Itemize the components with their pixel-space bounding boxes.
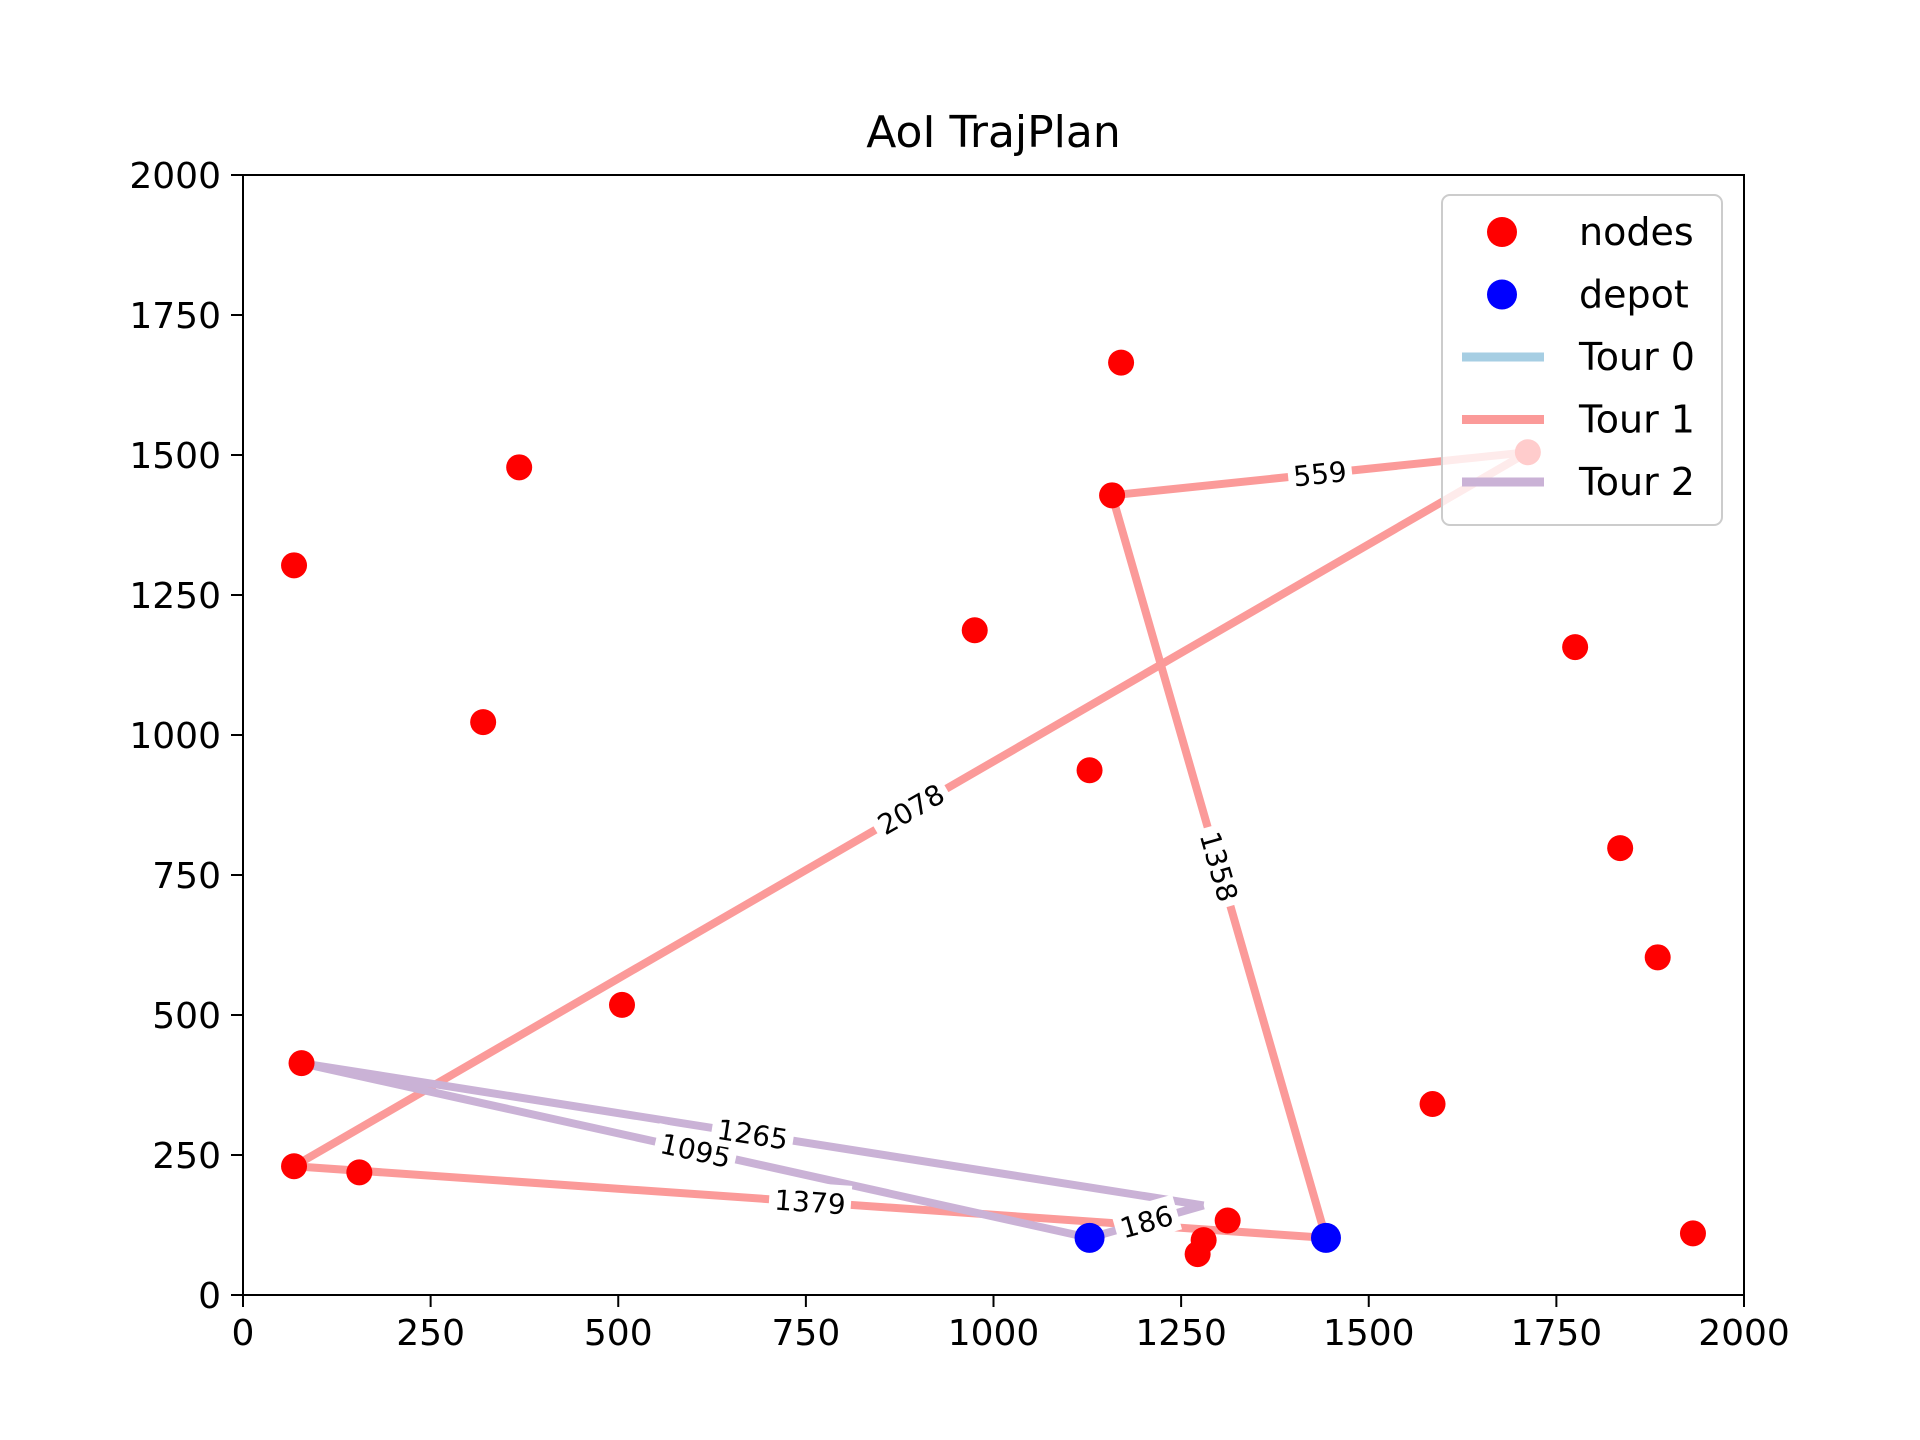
node-point-18 xyxy=(1184,1241,1211,1268)
legend-label-1: depot xyxy=(1579,273,1689,317)
legend: nodes depot Tour 0 Tour 1 Tour 2 xyxy=(1441,194,1723,526)
tour-lines xyxy=(292,448,1530,1242)
node-point-0 xyxy=(1108,349,1135,376)
y-tick-label: 0 xyxy=(198,1276,221,1317)
edge-label-text: 1358 xyxy=(1193,828,1244,906)
x-tick-label: 500 xyxy=(584,1313,653,1354)
edge-label-1-2: 186 xyxy=(1110,1194,1183,1247)
legend-box xyxy=(1441,194,1723,526)
edge-label-0-1: 559 xyxy=(1286,451,1354,494)
x-tick-label: 1750 xyxy=(1511,1313,1603,1354)
node-point-16 xyxy=(1214,1207,1241,1234)
y-tick-label: 1750 xyxy=(129,296,221,337)
legend-label-4: Tour 2 xyxy=(1578,460,1695,504)
y-tick-label: 2000 xyxy=(129,156,221,197)
node-point-5 xyxy=(961,617,988,644)
edge-label-bg xyxy=(1110,1194,1183,1247)
legend-marker-0 xyxy=(1487,217,1517,247)
x-tick-label: 1500 xyxy=(1323,1313,1415,1354)
x-axis-ticks: 0 250 500 750 1000 1250 1500 1750 2000 xyxy=(232,1295,1790,1354)
edge-label-text: 559 xyxy=(1292,455,1349,493)
node-point-6 xyxy=(1562,634,1589,661)
edge-label-text: 186 xyxy=(1117,1199,1177,1245)
node-point-15 xyxy=(346,1159,373,1186)
node-point-7 xyxy=(470,709,497,736)
y-tick-label: 1500 xyxy=(129,436,221,477)
legend-marker-1 xyxy=(1487,279,1517,310)
edge-label-1-1: 1265 xyxy=(709,1109,797,1158)
x-tick-label: 250 xyxy=(396,1313,465,1354)
depot-point-0 xyxy=(1074,1222,1105,1253)
edge-label-text: 1379 xyxy=(773,1184,846,1222)
edge-label-0-3: 1379 xyxy=(767,1180,853,1222)
node-point-19 xyxy=(1679,1220,1706,1247)
depot-markers xyxy=(1074,1222,1341,1253)
node-point-4 xyxy=(281,552,308,579)
x-tick-label: 1250 xyxy=(1135,1313,1227,1354)
x-tick-label: 1000 xyxy=(948,1313,1040,1354)
node-point-11 xyxy=(609,991,636,1018)
node-point-13 xyxy=(1419,1091,1446,1118)
node-point-14 xyxy=(281,1153,308,1180)
depot-point-1 xyxy=(1310,1222,1341,1253)
y-tick-label: 1000 xyxy=(129,716,221,757)
y-tick-label: 750 xyxy=(152,856,221,897)
y-tick-label: 500 xyxy=(152,996,221,1037)
node-markers xyxy=(281,349,1706,1268)
legend-label-0: nodes xyxy=(1579,210,1694,254)
chart-title: AoI TrajPlan xyxy=(866,107,1121,158)
edge-label-bg xyxy=(767,1180,853,1222)
x-tick-label: 750 xyxy=(772,1313,841,1354)
y-tick-label: 1250 xyxy=(129,576,221,617)
edge-label-bg xyxy=(709,1109,797,1158)
edge-label-0-2: 2078 xyxy=(865,772,955,845)
node-point-12 xyxy=(288,1050,315,1077)
edge-label-0-0: 1358 xyxy=(1191,821,1249,911)
y-axis-ticks: 0 250 500 750 1000 1250 1500 1750 2000 xyxy=(129,156,243,1317)
x-tick-label: 2000 xyxy=(1698,1313,1790,1354)
node-point-10 xyxy=(1644,944,1671,971)
edge-label-bg xyxy=(1191,821,1249,911)
x-tick-label: 0 xyxy=(232,1313,255,1354)
y-tick-label: 250 xyxy=(152,1136,221,1177)
node-point-1 xyxy=(506,454,533,481)
legend-label-2: Tour 0 xyxy=(1578,335,1695,379)
legend-label-3: Tour 1 xyxy=(1578,398,1695,442)
edge-label-bg xyxy=(1286,451,1354,494)
node-point-9 xyxy=(1607,835,1634,862)
node-point-2 xyxy=(1099,482,1126,509)
edge-label-bg xyxy=(865,772,955,845)
node-point-8 xyxy=(1076,757,1103,784)
